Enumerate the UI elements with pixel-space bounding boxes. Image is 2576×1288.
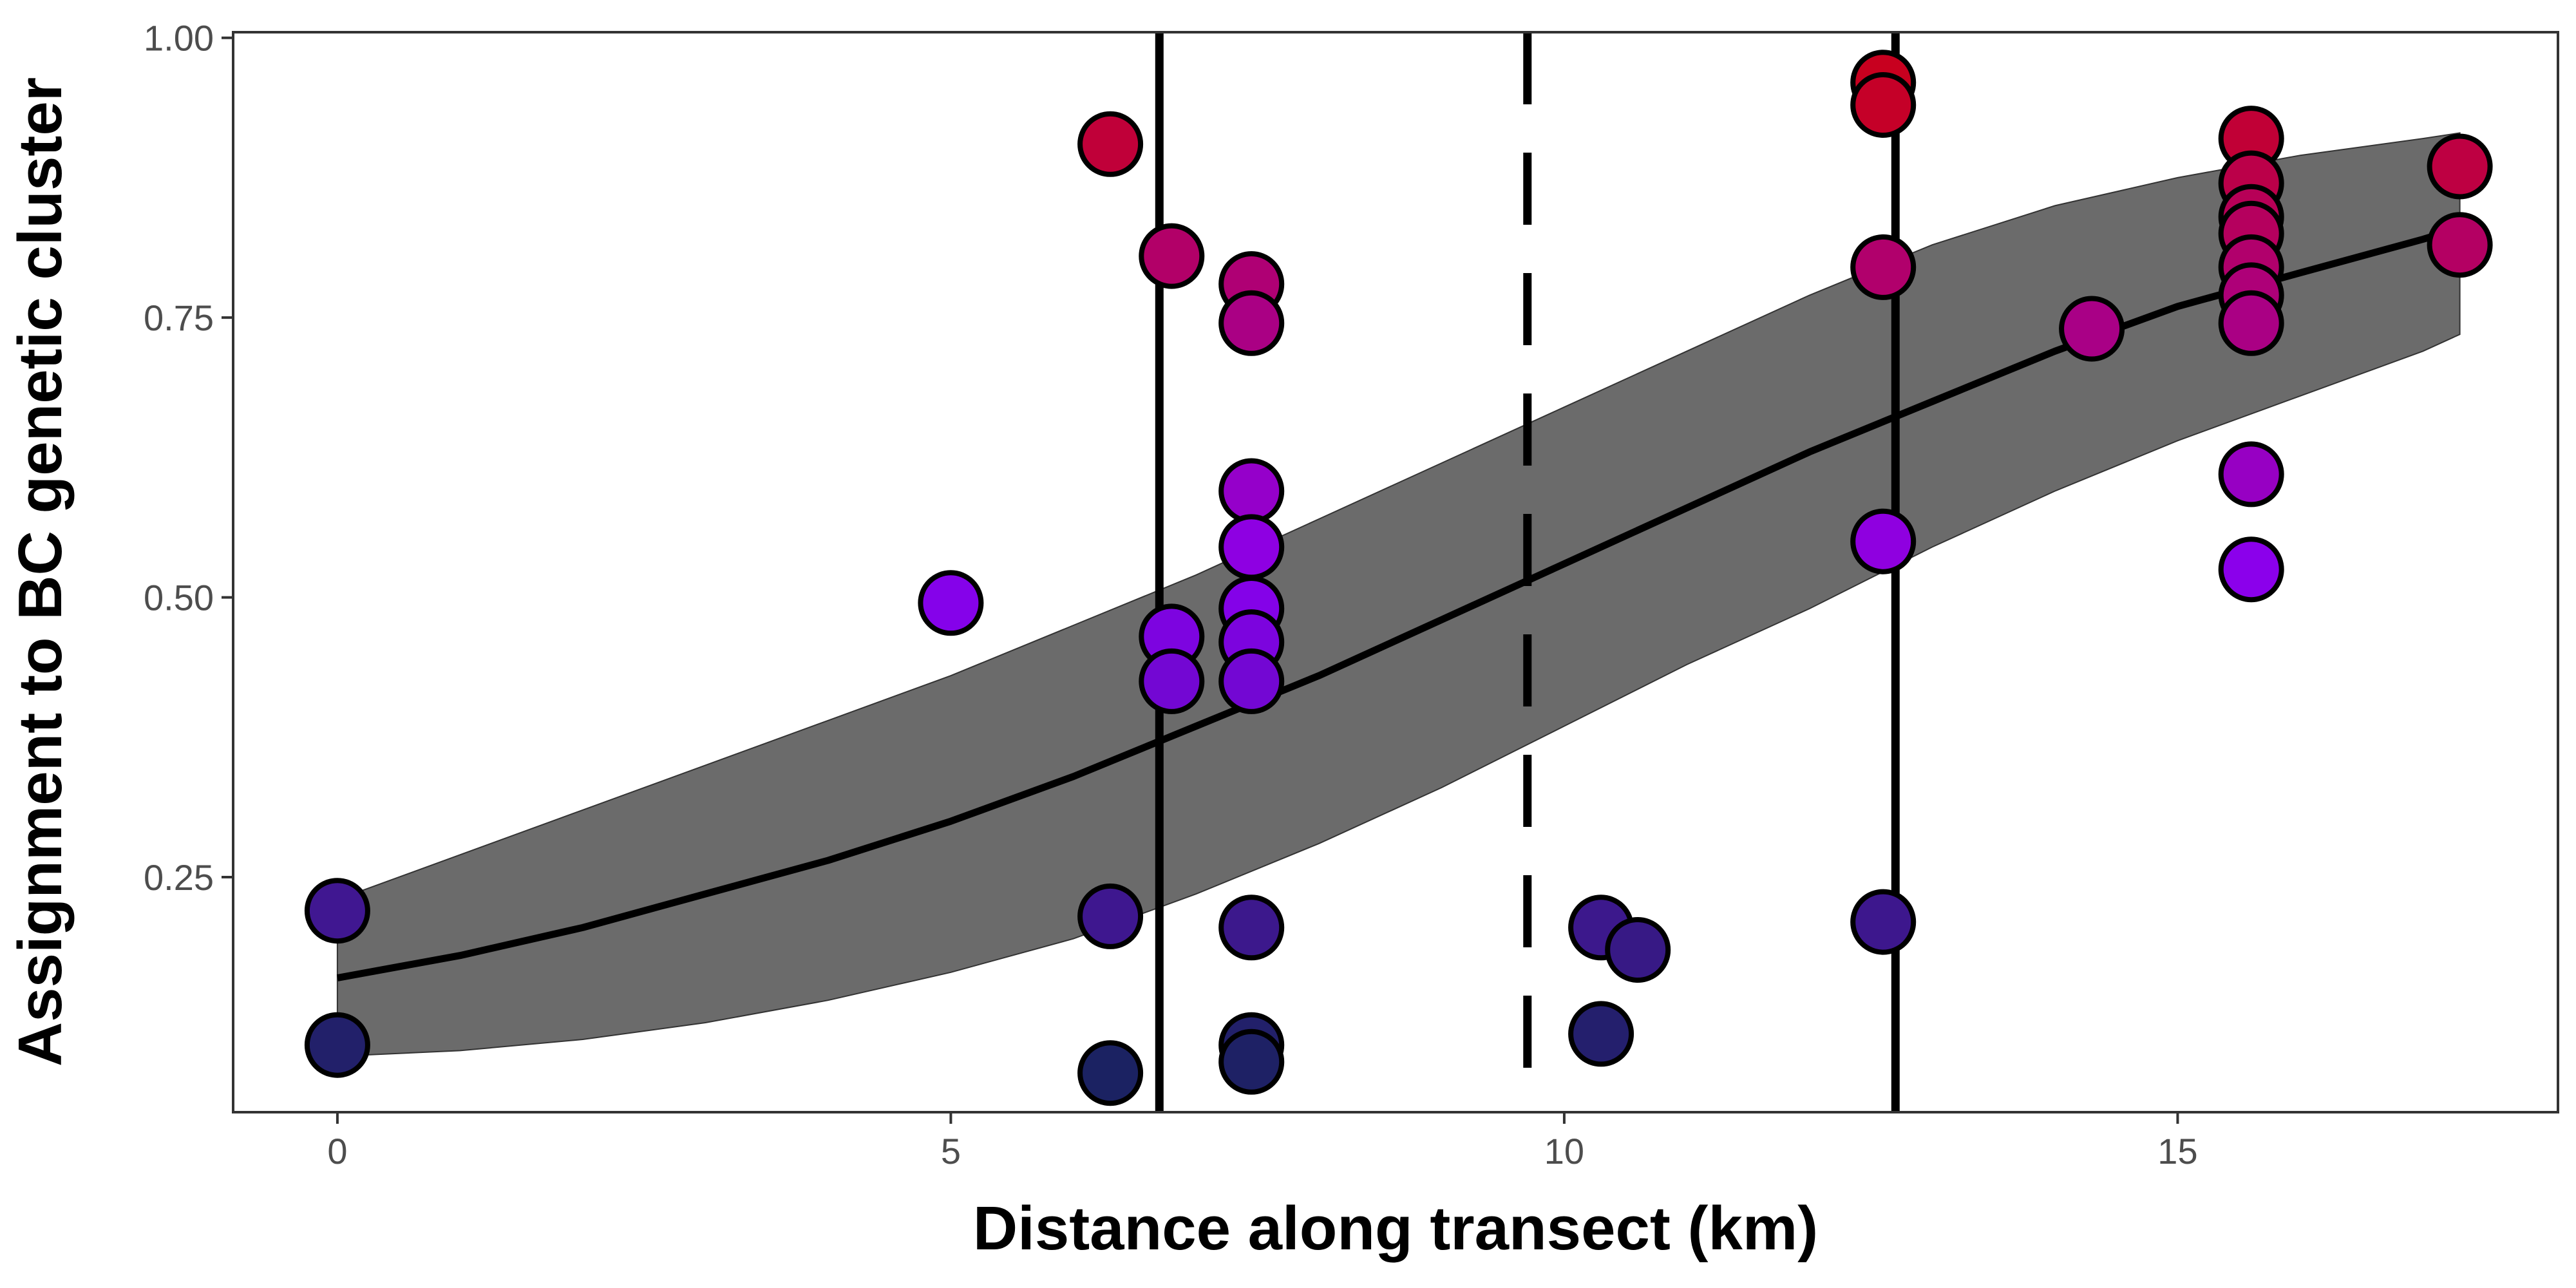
plot-panel-border bbox=[232, 31, 2559, 1113]
data-point bbox=[2427, 133, 2493, 200]
y-tick-label: 1.00 bbox=[144, 18, 214, 59]
data-point bbox=[2059, 296, 2125, 362]
data-point bbox=[1568, 1001, 1634, 1067]
y-tick-label: 0.75 bbox=[144, 298, 214, 338]
y-tick-label: 0.25 bbox=[144, 857, 214, 898]
data-point bbox=[2218, 536, 2284, 603]
y-tick-label: 0.50 bbox=[144, 578, 214, 618]
x-tick-label: 0 bbox=[327, 1131, 347, 1171]
data-point bbox=[1218, 514, 1285, 580]
x-tick-label: 5 bbox=[941, 1131, 961, 1171]
x-axis-ticks: 0 5 10 15 bbox=[327, 1112, 2198, 1171]
confidence-band bbox=[336, 132, 2461, 1057]
data-point bbox=[1218, 895, 1285, 961]
data-point bbox=[1850, 889, 1917, 955]
data-point bbox=[304, 878, 370, 944]
x-axis-title: Distance along transect (km) bbox=[973, 1194, 1818, 1263]
x-tick-label: 15 bbox=[2157, 1131, 2197, 1171]
points-layer bbox=[304, 50, 2493, 1106]
data-point bbox=[1218, 458, 1285, 524]
data-point bbox=[1139, 648, 1205, 714]
fit-line-layer bbox=[336, 224, 2461, 981]
data-point bbox=[2427, 212, 2493, 278]
data-point bbox=[1218, 290, 1285, 356]
data-point bbox=[1077, 111, 1144, 177]
data-point bbox=[1850, 508, 1917, 574]
y-axis-title: Assignment to BC genetic cluster bbox=[6, 77, 75, 1066]
data-point bbox=[1077, 1040, 1144, 1106]
data-point bbox=[304, 1012, 370, 1078]
data-point bbox=[1605, 917, 1671, 983]
x-tick-label: 10 bbox=[1544, 1131, 1584, 1171]
data-point bbox=[1218, 1028, 1285, 1095]
fit-line bbox=[336, 224, 2461, 981]
data-point bbox=[1850, 234, 1917, 300]
y-axis-ticks: 0.25 0.50 0.75 1.00 bbox=[144, 18, 233, 898]
data-point bbox=[1139, 223, 1205, 289]
data-point bbox=[1077, 883, 1144, 949]
confidence-band-layer bbox=[336, 132, 2461, 1057]
data-point bbox=[918, 570, 984, 636]
data-point bbox=[1218, 648, 1285, 714]
data-point bbox=[2218, 441, 2284, 507]
data-point bbox=[2218, 290, 2284, 356]
data-point bbox=[1850, 72, 1917, 138]
